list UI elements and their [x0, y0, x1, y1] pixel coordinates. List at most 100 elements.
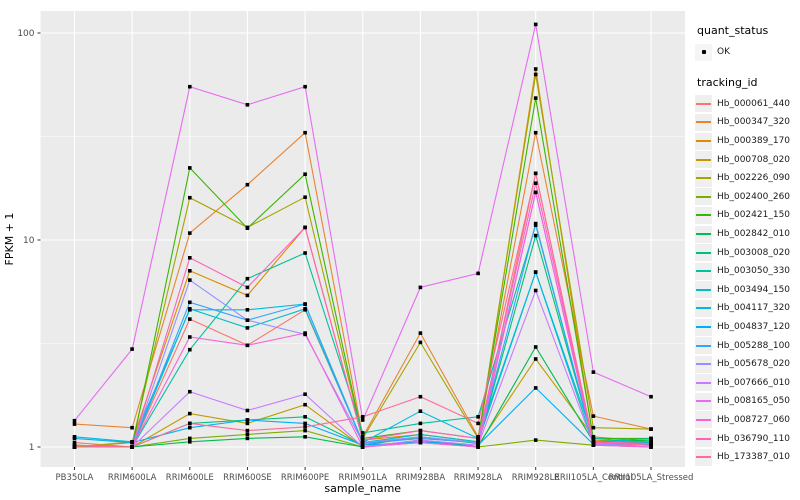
legend-item-label: Hb_004117_320	[717, 303, 791, 314]
data-point	[303, 195, 307, 199]
data-point	[303, 251, 307, 255]
data-point	[188, 436, 192, 441]
data-point	[303, 428, 307, 433]
data-point	[649, 443, 653, 447]
legend-item: Hb_005288_100	[695, 336, 800, 355]
data-point	[303, 392, 307, 396]
legend-item: Hb_000389_170	[695, 132, 800, 151]
point-symbol-icon	[701, 50, 706, 55]
legend-key	[695, 355, 712, 373]
legend-items-list: Hb_000061_440 Hb_000347_320 Hb_000389_170 H…	[695, 95, 800, 467]
legend-color-line-icon	[696, 418, 711, 421]
x-tick-label: RRIM901LA	[338, 473, 387, 483]
x-axis-title: sample_name	[324, 482, 401, 495]
data-point	[188, 335, 192, 339]
data-point	[418, 440, 423, 445]
legend-color-line-icon	[696, 400, 711, 403]
legend-key	[695, 318, 712, 336]
data-point	[130, 347, 134, 351]
y-tick-label: 100	[17, 29, 34, 39]
data-point	[360, 445, 365, 449]
legend-key	[695, 299, 712, 317]
data-point	[360, 415, 365, 419]
data-point	[245, 418, 250, 422]
data-point	[533, 357, 538, 361]
data-point	[245, 103, 250, 107]
data-point	[591, 440, 596, 445]
legend-color-line-icon	[696, 121, 711, 124]
legend-key	[695, 132, 712, 150]
data-point	[533, 221, 538, 226]
data-point	[476, 271, 480, 276]
data-point	[188, 411, 192, 416]
legend-title-tracking-id: tracking_id	[697, 75, 758, 89]
legend-item-label: Hb_002421_150	[717, 210, 791, 221]
data-point	[533, 96, 538, 100]
data-point	[591, 370, 596, 374]
data-point	[476, 421, 480, 426]
data-point	[303, 425, 307, 429]
legend-item-label: Hb_000389_170	[717, 136, 791, 147]
data-point	[245, 343, 250, 348]
legend-item: Hb_005678_020	[695, 355, 800, 374]
data-point	[245, 285, 250, 290]
x-tick-label: RRIM600LA	[108, 473, 157, 483]
legend-color-line-icon	[696, 158, 711, 161]
legend-item-label: Hb_036790_110	[717, 433, 791, 444]
x-tick-label: RRII105LA_Control	[554, 473, 633, 483]
data-point	[188, 425, 192, 430]
data-point	[418, 340, 423, 345]
data-point	[188, 269, 192, 273]
data-point	[591, 443, 596, 447]
legend-color-line-icon	[696, 102, 711, 105]
data-point	[245, 326, 250, 330]
legend-key	[695, 430, 712, 448]
legend-title-quant-status: quant_status	[697, 24, 769, 37]
legend-color-line-icon	[696, 233, 711, 236]
data-point	[188, 347, 192, 352]
data-point	[591, 436, 596, 441]
data-point	[188, 300, 192, 305]
legend-item-label: Hb_004837_120	[717, 322, 791, 333]
legend-key	[695, 392, 712, 410]
data-point	[188, 256, 192, 260]
y-tick-label: 1	[29, 443, 35, 453]
data-point	[360, 440, 365, 445]
data-point	[476, 445, 480, 449]
data-point	[130, 440, 134, 445]
legend-color-line-icon	[696, 251, 711, 254]
legend-item: Hb_002226_090	[695, 169, 800, 188]
legend-key	[695, 95, 712, 113]
legend-item-label: Hb_003494_150	[717, 284, 791, 295]
legend-item: Hb_002400_260	[695, 188, 800, 207]
legend-item-label: OK	[717, 47, 730, 58]
data-point	[360, 418, 365, 422]
data-point	[303, 415, 307, 419]
data-point	[533, 190, 538, 195]
data-point	[533, 288, 538, 293]
data-point	[476, 436, 480, 441]
legend-item-label: Hb_008727_060	[717, 414, 791, 425]
data-point	[188, 421, 192, 426]
data-point	[418, 421, 423, 426]
legend-key	[695, 337, 712, 355]
data-point	[533, 438, 538, 442]
data-point	[188, 84, 192, 89]
legend-item: Hb_008165_050	[695, 392, 800, 411]
data-point	[130, 445, 134, 449]
legend-item-label: Hb_008165_050	[717, 396, 791, 407]
data-point	[649, 436, 653, 441]
legend-item-label: Hb_000061_440	[717, 98, 791, 109]
legend-item: Hb_000708_020	[695, 150, 800, 169]
data-point	[245, 293, 250, 298]
legend-item: Hb_002421_150	[695, 206, 800, 225]
x-tick-label: RRIM600LE	[166, 473, 214, 483]
data-point	[303, 84, 307, 89]
data-point	[360, 438, 365, 442]
data-point	[72, 436, 77, 441]
legend-item: Hb_003050_330	[695, 262, 800, 281]
data-point	[649, 394, 653, 399]
x-tick-label: RRIM928LA	[454, 473, 503, 483]
x-tick-label: PB350LA	[56, 473, 94, 483]
